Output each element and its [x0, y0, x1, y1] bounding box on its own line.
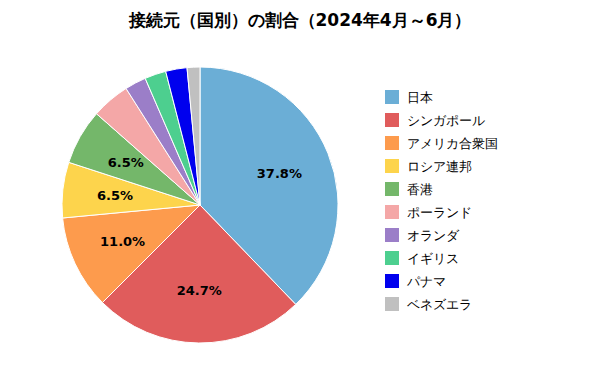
legend-item: イギリス: [385, 251, 459, 266]
legend-item: パナマ: [385, 274, 446, 289]
legend-swatch: [385, 182, 399, 196]
legend-item: アメリカ合衆国: [385, 136, 498, 151]
legend-label: パナマ: [406, 274, 446, 289]
legend-swatch: [385, 228, 399, 242]
legend-item: シンガポール: [385, 113, 485, 128]
legend-label: イギリス: [407, 251, 459, 266]
legend-label: 香港: [407, 182, 433, 197]
pie-slice: [187, 67, 200, 205]
legend-item: ポーランド: [385, 205, 472, 220]
legend: 日本シンガポールアメリカ合衆国ロシア連邦香港ポーランドオランダイギリスパナマベネ…: [385, 90, 498, 312]
legend-label: ベネズエラ: [407, 297, 472, 312]
legend-item: オランダ: [385, 228, 460, 243]
legend-item: ベネズエラ: [385, 297, 472, 312]
pie-slice: [166, 68, 200, 205]
legend-label: 日本: [407, 90, 433, 105]
data-label: 6.5%: [97, 188, 133, 203]
legend-swatch: [385, 205, 399, 219]
legend-label: アメリカ合衆国: [407, 136, 498, 151]
legend-item: 香港: [385, 182, 433, 197]
legend-item: ロシア連邦: [385, 159, 472, 174]
data-label: 11.0%: [100, 234, 145, 249]
legend-label: オランダ: [407, 228, 460, 243]
chart-svg: 接続元（国別）の割合（2024年4月～6月） 37.8% 24.7% 11.0% 6.5…: [0, 0, 600, 371]
data-label: 24.7%: [177, 283, 222, 298]
legend-swatch: [385, 251, 399, 265]
chart-container: 接続元（国別）の割合（2024年4月～6月） 37.8% 24.7% 11.0% 6.5…: [0, 0, 600, 371]
legend-swatch: [385, 297, 399, 311]
legend-swatch: [385, 159, 399, 173]
chart-title: 接続元（国別）の割合（2024年4月～6月）: [128, 10, 472, 30]
legend-swatch: [385, 274, 399, 288]
pie-group: [62, 67, 338, 343]
legend-label: ポーランド: [407, 205, 472, 220]
legend-item: 日本: [385, 90, 433, 105]
legend-swatch: [385, 136, 399, 150]
legend-label: ロシア連邦: [407, 159, 472, 174]
legend-swatch: [385, 113, 399, 127]
data-labels: 37.8% 24.7% 11.0% 6.5% 6.5%: [97, 155, 302, 298]
data-label: 37.8%: [257, 166, 302, 181]
data-label: 6.5%: [108, 155, 144, 170]
legend-swatch: [385, 90, 399, 104]
legend-label: シンガポール: [407, 113, 485, 128]
